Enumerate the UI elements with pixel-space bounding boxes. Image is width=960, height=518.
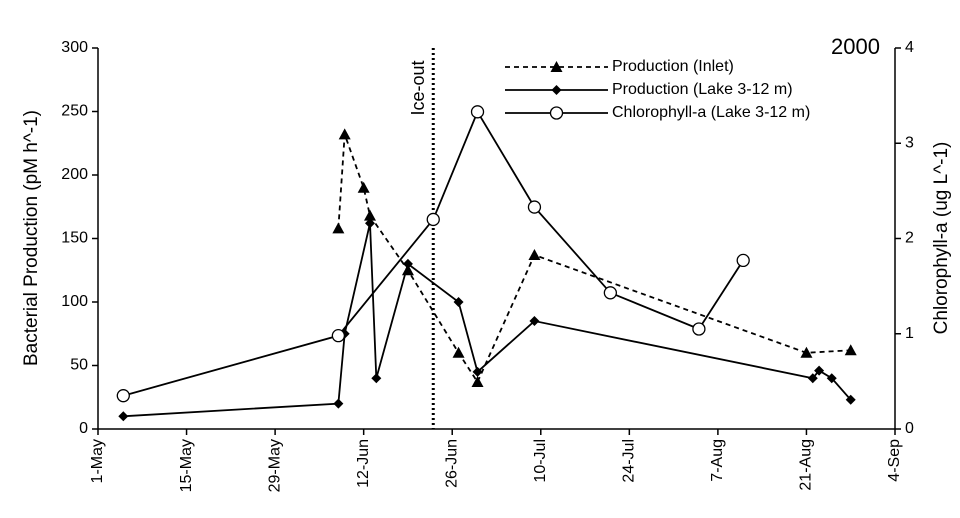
x-tick-label: 7-Aug <box>709 439 726 482</box>
point <box>736 253 750 268</box>
y2-tick-label: 3 <box>905 134 914 151</box>
annotation: 2000 <box>831 34 880 59</box>
y2-tick-label: 2 <box>905 230 914 247</box>
point <box>692 322 706 336</box>
y-tick-label: 150 <box>61 230 88 247</box>
x-tick-label: 26-Jun <box>443 439 460 488</box>
point <box>814 365 825 376</box>
point <box>529 316 540 327</box>
point <box>333 398 344 409</box>
legend-label: Production (Inlet) <box>612 58 734 75</box>
x-tick-label: 12-Jun <box>355 439 372 488</box>
point <box>331 329 346 343</box>
point <box>826 373 837 384</box>
y-tick-label: 0 <box>79 420 88 437</box>
legend-label: Chlorophyll-a (Lake 3-12 m) <box>612 104 810 121</box>
y2-axis-title: Chlorophyll-a (ug L^-1) <box>931 142 952 335</box>
y-tick-label: 50 <box>70 357 88 374</box>
point <box>807 373 818 384</box>
point <box>452 346 465 358</box>
legend-marker <box>551 85 562 95</box>
y2-tick-label: 4 <box>905 39 914 56</box>
y-axis-title: Bacterial Production (pM h^-1) <box>21 110 42 366</box>
point <box>845 394 856 405</box>
legend-label: Production (Lake 3-12 m) <box>612 81 793 98</box>
point <box>453 297 464 307</box>
x-tick-label: 21-Aug <box>798 439 815 491</box>
ice-out-label: Ice-out <box>408 60 428 115</box>
y2-tick-label: 1 <box>905 325 914 342</box>
point <box>800 346 813 358</box>
point <box>118 411 129 422</box>
point <box>332 222 345 234</box>
y-tick-label: 200 <box>61 166 88 183</box>
series-line <box>123 223 852 418</box>
point <box>364 218 375 229</box>
x-tick-label: 4-Sep <box>886 439 903 482</box>
series-line <box>337 134 851 384</box>
x-tick-label: 15-May <box>178 439 195 492</box>
point <box>527 200 542 214</box>
point <box>844 344 857 356</box>
series-line <box>123 109 744 397</box>
point <box>528 249 541 261</box>
x-tick-label: 1-May <box>89 439 106 483</box>
y2-tick-label: 0 <box>905 420 914 437</box>
x-tick-label: 10-Jul <box>532 439 549 483</box>
point <box>426 212 440 227</box>
legend-marker <box>550 61 563 72</box>
point <box>371 373 382 384</box>
point <box>357 181 370 193</box>
legend-marker <box>549 106 564 120</box>
point <box>470 105 485 119</box>
y-tick-label: 250 <box>61 103 88 120</box>
point <box>471 376 484 388</box>
point <box>472 366 483 377</box>
x-tick-label: 24-Jul <box>621 439 638 483</box>
point <box>363 209 376 221</box>
x-tick-label: 29-May <box>266 439 283 492</box>
point <box>338 128 351 140</box>
point <box>116 389 130 403</box>
y-tick-label: 100 <box>61 293 88 310</box>
point <box>603 286 618 300</box>
y-tick-label: 300 <box>61 39 88 56</box>
point <box>402 258 413 269</box>
